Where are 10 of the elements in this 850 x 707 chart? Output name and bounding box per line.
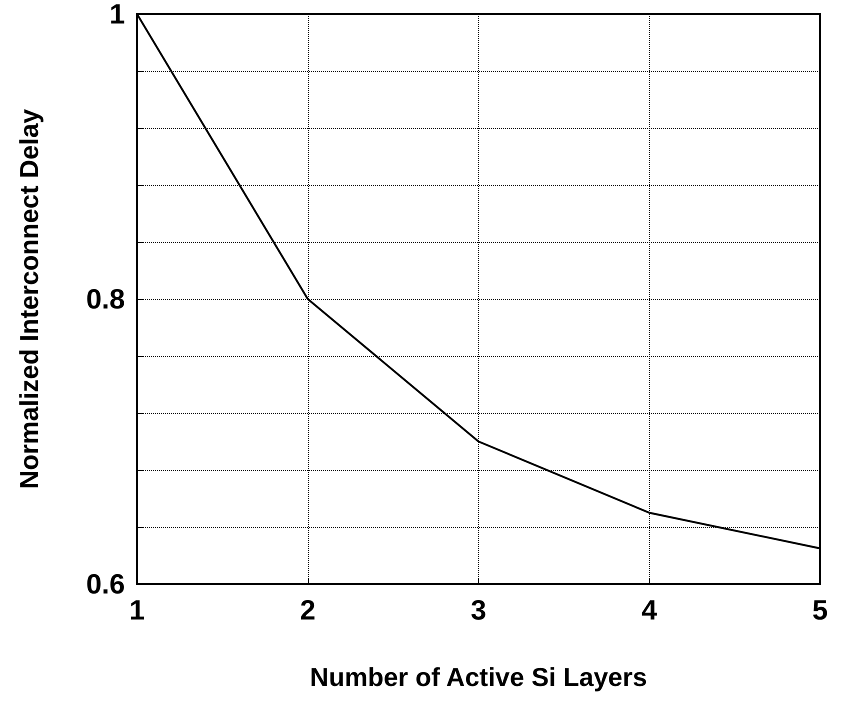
x-tick-label: 4 (641, 594, 658, 626)
y-tick-label: 0.6 (86, 568, 125, 600)
y-axis-title: Normalized Interconnect Delay (14, 108, 44, 489)
x-tick-label: 3 (470, 594, 486, 626)
y-tick-label: 1 (109, 0, 125, 30)
x-tick-label: 1 (129, 594, 145, 626)
y-tick-label: 0.8 (86, 284, 125, 314)
x-tick-label: 5 (812, 594, 828, 626)
x-tick-label: 2 (300, 594, 316, 626)
x-axis-title: Number of Active Si Layers (310, 662, 648, 692)
